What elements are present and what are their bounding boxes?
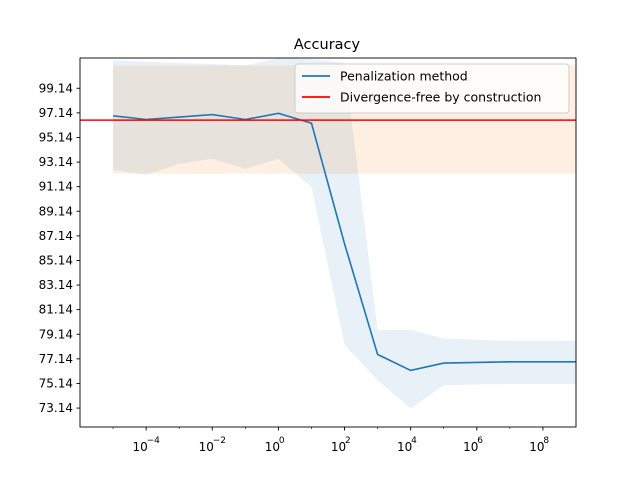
- y-tick-label: 83.14: [39, 278, 73, 292]
- penalization-line: [112, 112, 576, 372]
- y-tick-label: 99.14: [39, 81, 73, 95]
- x-tick-exponent: −4: [147, 436, 161, 446]
- penalization-band: [113, 58, 577, 409]
- x-tick-exponent: 6: [477, 436, 483, 446]
- y-tick-label: 77.14: [39, 352, 73, 366]
- y-tick-label: 93.14: [39, 155, 73, 169]
- legend: Penalization method Divergence-free by c…: [294, 63, 570, 114]
- y-tick-label: 97.14: [39, 106, 73, 120]
- x-tick-exponent: 2: [345, 436, 351, 446]
- legend-label-divergence-free: Divergence-free by construction: [340, 90, 541, 105]
- legend-box: [294, 63, 570, 114]
- y-tick-label: 75.14: [39, 376, 73, 390]
- y-tick-label: 85.14: [39, 253, 73, 267]
- x-tick-exponent: 0: [279, 436, 285, 446]
- x-tick-label: 10: [199, 440, 214, 454]
- y-tick-label: 89.14: [39, 204, 73, 218]
- y-tick-label: 81.14: [39, 303, 73, 317]
- x-tick-label: 10: [397, 440, 412, 454]
- plot-frame: [79, 57, 577, 428]
- x-tick-label: 10: [265, 440, 280, 454]
- chart-title: Accuracy: [294, 37, 361, 53]
- x-tick-label: 10: [331, 440, 346, 454]
- x-tick-exponent: 8: [543, 436, 549, 446]
- y-tick-label: 87.14: [39, 229, 73, 243]
- x-tick-exponent: 4: [411, 436, 417, 446]
- y-tick-label: 91.14: [39, 180, 73, 194]
- legend-label-penalization: Penalization method: [340, 69, 468, 84]
- y-tick-label: 73.14: [39, 401, 73, 415]
- y-tick-label: 79.14: [39, 327, 73, 341]
- y-tick-label: 95.14: [39, 130, 73, 144]
- x-tick-label: 10: [463, 440, 478, 454]
- x-tick-exponent: −2: [213, 436, 226, 446]
- x-tick-label: 10: [529, 440, 544, 454]
- x-tick-label: 10: [132, 440, 147, 454]
